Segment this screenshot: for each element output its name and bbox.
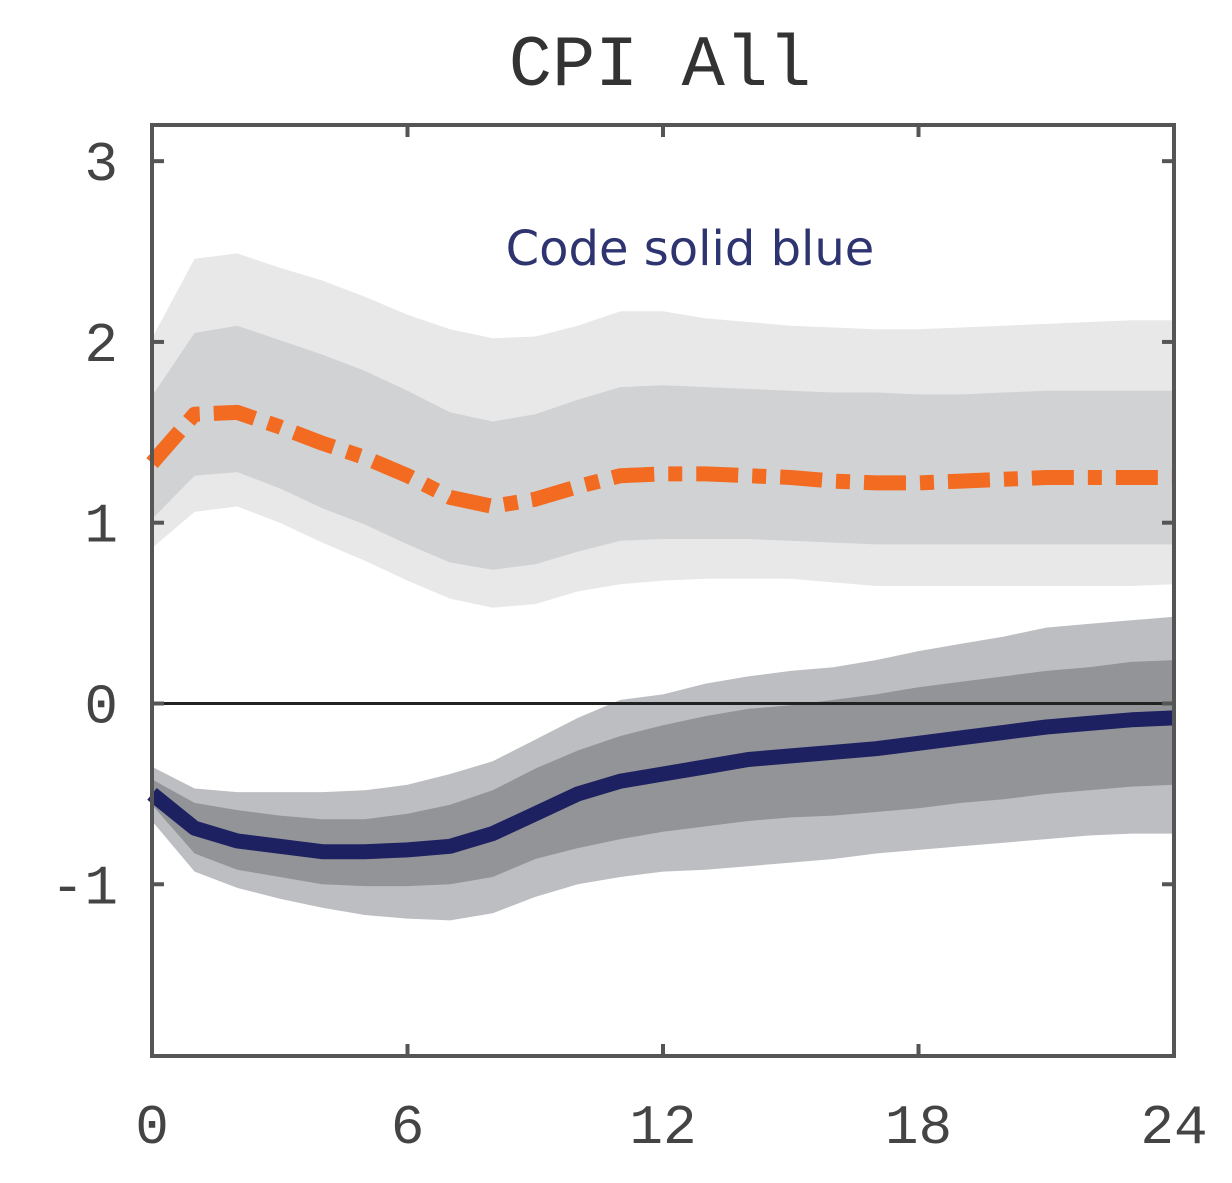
series-0-inner-band xyxy=(152,325,1174,570)
x-tick-label: 24 xyxy=(1140,1096,1207,1160)
x-tick-label: 6 xyxy=(391,1096,425,1160)
y-tick-label: -1 xyxy=(51,856,118,920)
y-tick-label: 2 xyxy=(84,314,118,378)
y-tick-label: 0 xyxy=(84,675,118,739)
axes xyxy=(150,123,1176,1058)
chart-title: CPI All xyxy=(509,25,811,107)
series-1-line xyxy=(147,710,1175,860)
y-tick-label: 1 xyxy=(84,495,118,559)
y-tick-label: 3 xyxy=(84,133,118,197)
x-tick-label: 12 xyxy=(629,1096,696,1160)
series-0-line xyxy=(146,404,1174,514)
chart-annotation: Code solid blue xyxy=(506,221,875,277)
x-tick-label: 0 xyxy=(135,1096,169,1160)
confidence-bands xyxy=(152,253,1174,921)
x-tick-label: 18 xyxy=(885,1096,952,1160)
series-lines xyxy=(146,404,1175,860)
